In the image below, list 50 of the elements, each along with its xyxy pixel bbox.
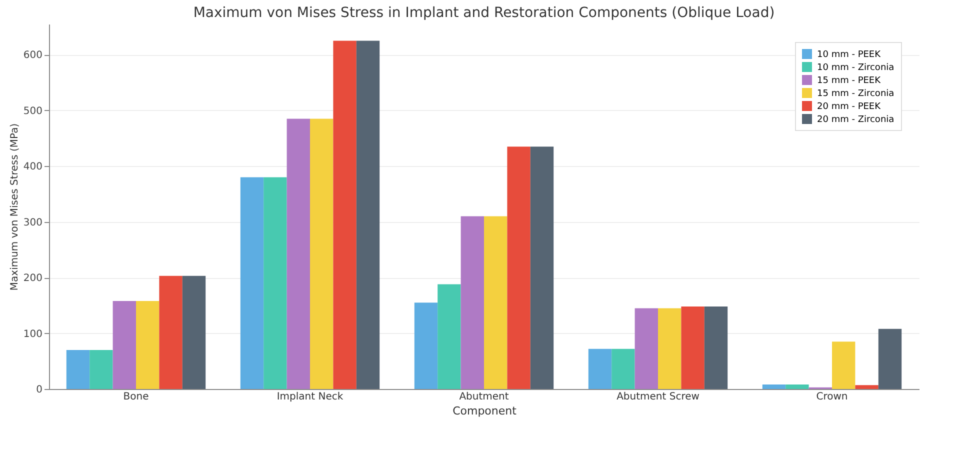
legend-label: 20 mm - Zirconia xyxy=(817,115,894,125)
y-axis-title: Maximum von Mises Stress (MPa) xyxy=(9,123,20,291)
bar xyxy=(484,216,508,389)
legend-label: 10 mm - PEEK xyxy=(817,50,882,60)
y-tick-label: 500 xyxy=(23,106,42,117)
bar xyxy=(182,276,206,389)
bar xyxy=(414,302,438,389)
bar xyxy=(310,118,334,389)
legend-label: 15 mm - PEEK xyxy=(817,76,882,86)
bar xyxy=(588,348,612,389)
x-tick-label: Crown xyxy=(816,392,848,402)
bar xyxy=(786,384,809,389)
bar xyxy=(612,348,635,389)
bar xyxy=(66,350,90,389)
bar xyxy=(530,146,554,389)
y-tick-label: 300 xyxy=(23,217,42,228)
bar xyxy=(658,308,682,389)
bar xyxy=(286,118,310,389)
bar xyxy=(112,300,136,389)
x-tick-label: Implant Neck xyxy=(276,392,344,402)
bar xyxy=(634,308,658,389)
y-tick-label: 0 xyxy=(36,384,42,396)
bar xyxy=(356,40,380,389)
bar xyxy=(832,342,856,389)
y-tick-label: 600 xyxy=(23,50,42,62)
x-tick-label: Bone xyxy=(123,392,149,402)
bar xyxy=(704,306,728,389)
legend-label: 20 mm - PEEK xyxy=(817,102,882,112)
bar xyxy=(333,40,356,389)
y-tick-label: 200 xyxy=(23,273,42,284)
bar xyxy=(136,300,160,389)
x-tick-label: Abutment Screw xyxy=(616,392,700,402)
bar xyxy=(159,276,182,389)
bar xyxy=(264,177,287,389)
legend-label: 15 mm - Zirconia xyxy=(817,89,894,99)
x-tick-label: Abutment xyxy=(459,392,509,402)
legend-label: 10 mm - Zirconia xyxy=(817,63,894,73)
y-tick-label: 400 xyxy=(23,162,42,173)
bar xyxy=(90,350,113,389)
bar xyxy=(681,306,704,389)
bar xyxy=(855,385,878,389)
bar xyxy=(762,384,786,389)
bar xyxy=(878,328,902,389)
bar xyxy=(460,216,484,389)
bar xyxy=(240,177,264,389)
y-tick-label: 100 xyxy=(23,328,42,340)
bar xyxy=(438,284,461,389)
chart-title: Maximum von Mises Stress in Implant and Restoration Components (Oblique Load) xyxy=(193,5,775,21)
bar xyxy=(507,146,530,389)
x-axis-title: Component xyxy=(452,404,518,418)
